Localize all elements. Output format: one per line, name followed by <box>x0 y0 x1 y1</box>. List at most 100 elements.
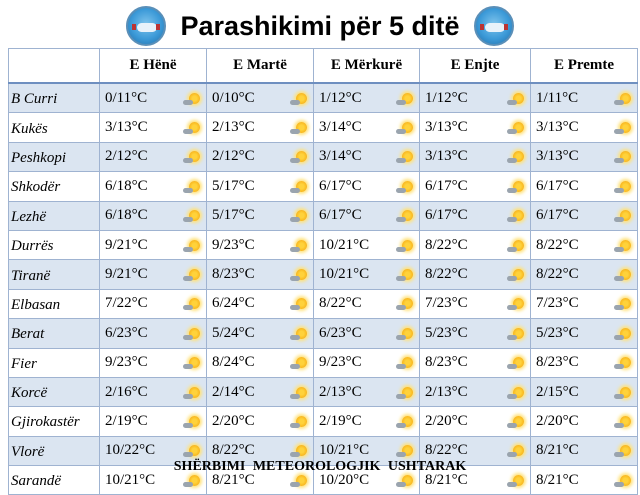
sun-partly-cloudy-icon <box>182 355 202 370</box>
city-name: Peshkopi <box>8 141 100 173</box>
sun-partly-cloudy-icon <box>289 267 309 282</box>
forecast-cell: 8/22°C <box>313 288 420 320</box>
forecast-cell-content: 3/13°C <box>425 119 526 136</box>
sun-partly-cloudy-icon <box>182 443 202 458</box>
sun-partly-cloudy-icon <box>613 326 633 341</box>
table-row: Peshkopi 2/12°C 2/12°C 3/14°C 3/13°C 3/13°C <box>8 141 638 173</box>
forecast-cell-content: 10/21°C <box>319 442 415 459</box>
forecast-cell: 8/22°C <box>419 229 531 261</box>
forecast-cell: 3/14°C <box>313 112 420 143</box>
forecast-cell-content: 6/18°C <box>105 207 202 224</box>
sun-partly-cloudy-icon <box>613 91 633 106</box>
forecast-cell-content: 2/14°C <box>212 384 309 401</box>
forecast-cell: 6/17°C <box>419 200 531 231</box>
temperature-range: 8/22°C <box>536 236 579 253</box>
sun-partly-cloudy-icon <box>506 443 526 458</box>
forecast-cell: 9/21°C <box>99 229 207 261</box>
forecast-cell: 2/12°C <box>206 141 314 173</box>
temperature-range: 2/20°C <box>536 412 579 429</box>
sun-partly-cloudy-icon <box>395 326 415 341</box>
forecast-cell-content: 6/17°C <box>425 178 526 195</box>
city-name: Shkodër <box>8 171 100 202</box>
forecast-cell-content: 2/20°C <box>536 413 633 430</box>
city-name: Tiranë <box>8 259 100 290</box>
forecast-cell-content: 7/23°C <box>425 295 526 312</box>
day-header: E Martë <box>206 48 314 84</box>
temperature-range: 1/11°C <box>536 89 579 106</box>
temperature-range: 8/24°C <box>212 354 255 371</box>
sun-partly-cloudy-icon <box>613 385 633 400</box>
forecast-cell-content: 8/24°C <box>212 354 309 371</box>
forecast-cell-content: 8/21°C <box>536 442 633 459</box>
sun-partly-cloudy-icon <box>395 414 415 429</box>
sun-partly-cloudy-icon <box>613 355 633 370</box>
temperature-range: 6/18°C <box>105 207 148 224</box>
sun-partly-cloudy-icon <box>182 473 202 488</box>
forecast-cell-content: 1/12°C <box>425 90 526 107</box>
temperature-range: 2/19°C <box>105 412 148 429</box>
forecast-cell: 8/23°C <box>206 259 314 290</box>
forecast-cell: 6/18°C <box>99 171 207 202</box>
forecast-cell: 3/13°C <box>99 112 207 143</box>
temperature-range: 3/14°C <box>319 148 362 165</box>
forecast-cell-content: 10/21°C <box>319 266 415 283</box>
temperature-range: 0/10°C <box>212 89 255 106</box>
forecast-cell-content: 6/24°C <box>212 295 309 312</box>
forecast-cell: 3/13°C <box>419 112 531 143</box>
forecast-cell: 8/23°C <box>419 347 531 378</box>
forecast-cell-content: 0/10°C <box>212 90 309 107</box>
temperature-range: 2/20°C <box>212 412 255 429</box>
forecast-cell: 1/11°C <box>530 82 638 114</box>
temperature-range: 5/23°C <box>425 324 468 341</box>
forecast-cell: 2/20°C <box>206 406 314 437</box>
forecast-cell: 5/23°C <box>530 318 638 349</box>
temperature-range: 2/13°C <box>212 119 255 136</box>
forecast-cell-content: 8/23°C <box>536 354 633 371</box>
sun-partly-cloudy-icon <box>506 179 526 194</box>
sun-partly-cloudy-icon <box>506 355 526 370</box>
city-name: Fier <box>8 347 100 378</box>
sun-partly-cloudy-icon <box>613 238 633 253</box>
temperature-range: 3/13°C <box>105 119 148 136</box>
city-name: Vlorë <box>8 435 100 467</box>
sun-partly-cloudy-icon <box>182 120 202 135</box>
forecast-cell-content: 8/22°C <box>212 442 309 459</box>
temperature-range: 6/17°C <box>536 207 579 224</box>
temperature-range: 8/21°C <box>536 442 579 459</box>
sun-partly-cloudy-icon <box>289 443 309 458</box>
forecast-cell-content: 7/23°C <box>536 295 633 312</box>
forecast-cell: 2/20°C <box>419 406 531 437</box>
temperature-range: 6/23°C <box>319 324 362 341</box>
sun-partly-cloudy-icon <box>506 326 526 341</box>
temperature-range: 8/23°C <box>212 266 255 283</box>
sun-partly-cloudy-icon <box>182 238 202 253</box>
forecast-cell-content: 8/22°C <box>536 266 633 283</box>
temperature-range: 8/22°C <box>425 236 468 253</box>
temperature-range: 8/22°C <box>319 295 362 312</box>
temperature-range: 7/23°C <box>536 295 579 312</box>
temperature-range: 9/23°C <box>105 354 148 371</box>
temperature-range: 3/13°C <box>425 148 468 165</box>
temperature-range: 9/21°C <box>105 236 148 253</box>
sun-partly-cloudy-icon <box>289 385 309 400</box>
forecast-cell: 2/12°C <box>99 141 207 173</box>
forecast-cell: 6/17°C <box>419 171 531 202</box>
sun-partly-cloudy-icon <box>395 91 415 106</box>
forecast-cell-content: 6/17°C <box>536 178 633 195</box>
forecast-cell-content: 9/23°C <box>105 354 202 371</box>
sun-partly-cloudy-icon <box>613 473 633 488</box>
forecast-cell: 8/21°C <box>530 435 638 467</box>
sun-partly-cloudy-icon <box>395 238 415 253</box>
forecast-cell: 2/13°C <box>206 112 314 143</box>
forecast-cell: 2/15°C <box>530 376 638 408</box>
forecast-cell: 9/23°C <box>99 347 207 378</box>
table-row: Elbasan 7/22°C 6/24°C 8/22°C 7/23°C 7/23°C <box>8 288 638 320</box>
forecast-cell-content: 1/12°C <box>319 90 415 107</box>
forecast-cell: 2/20°C <box>530 406 638 437</box>
temperature-range: 3/13°C <box>425 119 468 136</box>
forecast-cell-content: 3/13°C <box>536 119 633 136</box>
page-header: Parashikimi për 5 ditë <box>0 6 640 46</box>
temperature-range: 8/22°C <box>212 442 255 459</box>
sun-partly-cloudy-icon <box>289 149 309 164</box>
temperature-range: 6/23°C <box>105 324 148 341</box>
